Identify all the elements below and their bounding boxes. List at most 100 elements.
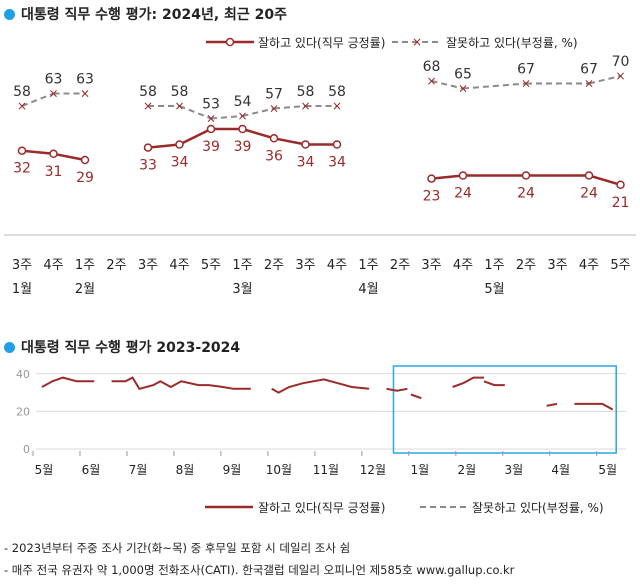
legend-disapprove-marker: ×	[412, 35, 422, 49]
month-label: 2월	[457, 463, 476, 477]
week-tick-label: 1주	[75, 258, 95, 273]
y-tick-label: 40	[16, 368, 30, 381]
week-tick-label: 1주	[358, 258, 378, 273]
week-tick-label: 5주	[201, 258, 221, 273]
week-tick-label: 4주	[43, 258, 63, 273]
approve-data-label: 39	[234, 139, 252, 155]
bottom-chart-title: 대통령 직무 수행 평가 2023-2024	[4, 337, 240, 357]
week-tick-label: 3주	[295, 258, 315, 273]
approve-point	[269, 134, 279, 143]
approve-point	[301, 140, 310, 149]
disapprove-data-label: 58	[171, 84, 189, 100]
week-tick-label: 4주	[327, 258, 347, 273]
approve-data-label: 34	[328, 155, 346, 171]
disapprove-data-label: 65	[454, 67, 472, 83]
disapprove-point: ×	[206, 112, 216, 126]
month-label: 5월	[484, 282, 504, 297]
month-label: 5월	[35, 463, 54, 477]
disapprove-point: ×	[237, 109, 247, 123]
disapprove-point: ×	[615, 69, 625, 83]
approve-point	[17, 146, 27, 155]
disapprove-data-label: 54	[234, 94, 252, 110]
month-label: 8월	[176, 463, 195, 477]
month-label: 1월	[12, 282, 32, 297]
week-tick-label: 2주	[516, 258, 536, 273]
approve-data-label: 34	[171, 155, 189, 171]
month-label: 11월	[313, 463, 339, 477]
month-label: 3월	[504, 463, 523, 477]
week-tick-label: 2주	[390, 258, 410, 273]
month-label: 12월	[360, 463, 386, 477]
disapprove-data-label: 70	[612, 54, 630, 70]
approve-data-label: 36	[265, 148, 283, 164]
approve-point	[332, 140, 342, 149]
disapprove-point: ×	[332, 99, 342, 113]
legend-disapprove-label: 잘못하고 있다(부정률, %)	[446, 36, 578, 50]
approve-segment	[242, 127, 275, 140]
week-tick-label: 4주	[579, 258, 599, 273]
approve-data-label: 39	[202, 139, 220, 155]
approve-point	[427, 174, 436, 183]
approve-data-label: 34	[297, 155, 315, 171]
disapprove-point: ×	[269, 102, 279, 116]
disapprove-segment	[273, 105, 306, 110]
approve-point	[238, 124, 247, 134]
month-label: 7월	[129, 463, 148, 477]
legend-approve-label: 잘하고 있다(직무 긍정률)	[258, 36, 385, 50]
approve-segment	[273, 137, 306, 146]
week-tick-label: 3주	[547, 258, 567, 273]
bullet-dot-icon	[4, 342, 15, 353]
top-chart: 잘하고 있다(직무 긍정률) × 잘못하고 있다(부정률, %) 32 31 29 33 34…	[4, 35, 636, 297]
footnote-2: - 매주 전국 유권자 약 1,000명 전화조사(CATI). 한국갤럽 데일…	[4, 563, 515, 577]
legend-approve-marker	[225, 37, 235, 47]
week-tick-label: 3주	[138, 258, 158, 273]
approve-line	[483, 380, 505, 387]
approve-line	[546, 402, 558, 407]
approve-point	[521, 171, 531, 180]
approve-data-label: 23	[423, 189, 441, 205]
approve-point	[206, 124, 216, 134]
disapprove-data-label: 68	[423, 59, 441, 75]
recent-period-box	[392, 365, 617, 454]
disapprove-data-label: 67	[580, 62, 598, 78]
disapprove-point: ×	[80, 87, 90, 101]
disapprove-point: ×	[426, 74, 436, 88]
disapprove-data-label: 58	[139, 84, 157, 100]
approve-data-label: 24	[517, 186, 535, 202]
footnote-1: - 2023년부터 주중 조사 기간(화~목) 중 후무일 포함 시 데일리 조…	[4, 541, 351, 555]
week-tick-label: 4주	[453, 258, 473, 273]
top-chart-title: 대통령 직무 수행 평가: 2024년, 최근 20주	[4, 4, 287, 24]
approve-line	[41, 376, 95, 388]
approve-point	[175, 140, 184, 149]
week-tick-label: 5주	[610, 258, 630, 273]
approve-data-label: 33	[139, 158, 157, 174]
approve-data-label: 24	[454, 186, 472, 202]
disapprove-segment	[179, 105, 212, 120]
approve-point	[49, 149, 58, 159]
disapprove-point: ×	[48, 87, 58, 101]
approve-point	[584, 171, 594, 180]
disapprove-point: ×	[521, 77, 531, 91]
disapprove-data-label: 58	[297, 84, 315, 100]
approve-line	[111, 376, 199, 390]
approve-segment	[53, 152, 86, 162]
approve-line	[271, 378, 370, 394]
disapprove-data-label: 67	[517, 62, 535, 78]
legend-disapprove-label: 잘못하고 있다(부정률, %)	[472, 501, 604, 515]
disapprove-data-label: 57	[265, 87, 283, 103]
month-label: 10월	[266, 463, 292, 477]
week-tick-label: 3주	[12, 258, 32, 273]
month-label: 3월	[232, 282, 252, 297]
approve-point	[80, 155, 90, 165]
disapprove-point: ×	[17, 99, 27, 113]
approve-line	[574, 402, 614, 411]
disapprove-point: ×	[458, 82, 468, 96]
week-tick-label: 2주	[264, 258, 284, 273]
approve-segment	[588, 174, 621, 186]
approve-segment	[21, 149, 54, 156]
bottom-chart-title-text: 대통령 직무 수행 평가 2023-2024	[21, 340, 241, 356]
disapprove-segment	[462, 82, 527, 90]
month-label: 4월	[551, 463, 570, 477]
disapprove-segment	[21, 92, 54, 107]
disapprove-point: ×	[143, 99, 153, 113]
